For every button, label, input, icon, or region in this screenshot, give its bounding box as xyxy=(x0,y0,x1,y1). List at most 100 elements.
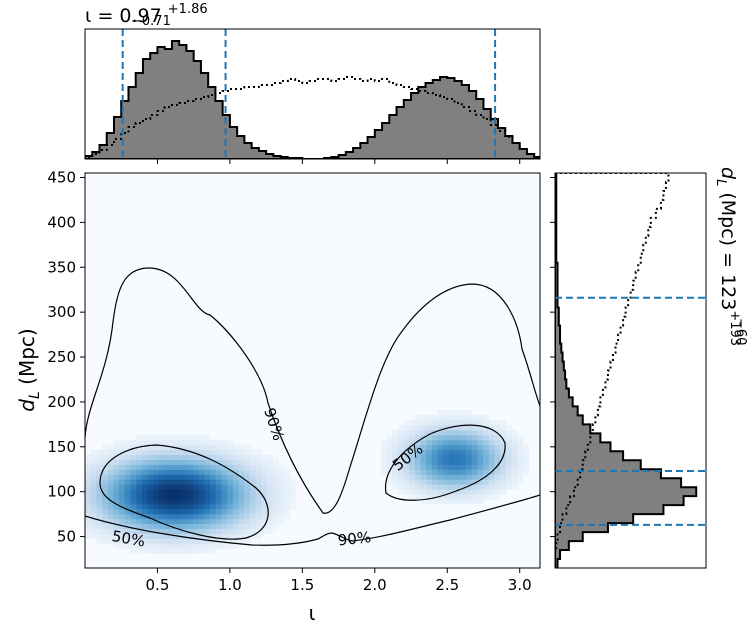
heatmap-cell xyxy=(505,454,513,460)
y-tick-label: 200 xyxy=(47,393,76,411)
heatmap-cell xyxy=(466,410,473,416)
heatmap-cell xyxy=(136,459,143,465)
heatmap-cell xyxy=(158,469,166,475)
heatmap-cell xyxy=(449,424,456,431)
heatmap-cell xyxy=(437,498,444,505)
heatmap-cell xyxy=(460,464,467,470)
joint-axes-ticks: 0.5 1.0 1.5 2.0 2.5 3.0 50 100 150 200 250 300 350 40… xyxy=(47,168,531,594)
heatmap-cell xyxy=(153,543,160,549)
heatmap-cell xyxy=(454,444,461,451)
heatmap-cell xyxy=(437,484,444,490)
heatmap-cell xyxy=(414,493,422,500)
heatmap-cell xyxy=(386,449,393,456)
heatmap-cell xyxy=(255,498,262,505)
heatmap-cell xyxy=(431,454,439,460)
heatmap-cell xyxy=(141,538,149,544)
heatmap-cell xyxy=(164,459,171,465)
heatmap-cell xyxy=(130,449,137,456)
heatmap-cell xyxy=(141,479,149,485)
heatmap-cell xyxy=(477,424,484,431)
heatmap-cell xyxy=(249,479,257,485)
heatmap-cell xyxy=(267,469,274,475)
heatmap-cell xyxy=(443,479,450,485)
heatmap-cell xyxy=(449,459,456,465)
heatmap-cell xyxy=(511,449,518,456)
heatmap-cell xyxy=(244,493,251,500)
heatmap-cell xyxy=(198,528,206,535)
heatmap-cell xyxy=(204,449,211,456)
top-panel-ticks xyxy=(156,159,521,164)
heatmap-cell xyxy=(170,459,177,465)
heatmap-cell xyxy=(272,459,279,465)
heatmap-cell xyxy=(449,498,456,505)
heatmap-cell xyxy=(249,489,257,495)
heatmap-cell xyxy=(158,434,166,441)
heatmap-cell xyxy=(500,489,507,495)
heatmap-cell xyxy=(397,459,405,465)
heatmap-cell xyxy=(511,464,518,470)
heatmap-cell xyxy=(471,439,479,446)
heatmap-cell xyxy=(522,464,530,470)
heatmap-cell xyxy=(460,414,467,421)
heatmap-cell xyxy=(221,479,228,485)
heatmap-cell xyxy=(221,498,228,505)
heatmap-cell xyxy=(403,484,410,490)
heatmap-cell xyxy=(431,493,439,500)
heatmap-cell xyxy=(443,414,450,421)
heatmap-cell xyxy=(187,508,194,515)
heatmap-cell xyxy=(170,538,177,544)
y-tick-label: 50 xyxy=(57,528,76,546)
heatmap-cell xyxy=(244,498,251,505)
heatmap-cell xyxy=(158,449,166,456)
heatmap-cell xyxy=(488,493,496,500)
heatmap-cell xyxy=(409,439,416,446)
heatmap-cell xyxy=(124,449,132,456)
heatmap-cell xyxy=(96,459,103,465)
heatmap-cell xyxy=(215,479,223,485)
heatmap-cell xyxy=(420,424,427,431)
distance-posterior-hist xyxy=(555,173,698,568)
heatmap-cell xyxy=(397,469,405,475)
heatmap-cell xyxy=(466,434,473,441)
heatmap-cell xyxy=(221,513,228,520)
heatmap-cell xyxy=(244,449,251,456)
heatmap-cell xyxy=(193,513,200,520)
heatmap-cell xyxy=(136,498,143,505)
heatmap-cell xyxy=(397,479,405,485)
heatmap-cell xyxy=(460,479,467,485)
heatmap-cell xyxy=(483,429,490,436)
heatmap-cell xyxy=(176,454,183,460)
heatmap-cell xyxy=(227,484,234,490)
heatmap-cell xyxy=(284,498,291,505)
heatmap-cell xyxy=(181,543,188,549)
heatmap-cell xyxy=(147,523,154,530)
heatmap-cell xyxy=(238,513,245,520)
heatmap-cell xyxy=(204,469,211,475)
heatmap-cell xyxy=(90,449,97,456)
heatmap-cell xyxy=(255,454,262,460)
heatmap-cell xyxy=(176,459,183,465)
heatmap-cell xyxy=(403,474,410,480)
heatmap-cell xyxy=(170,479,177,485)
heatmap-cell xyxy=(409,444,416,451)
heatmap-cell xyxy=(255,518,262,525)
heatmap-cell xyxy=(238,449,245,456)
y-axis-label: dL (Mpc) xyxy=(15,328,43,411)
heatmap-cell xyxy=(397,449,405,456)
heatmap-cell xyxy=(380,464,388,470)
heatmap-cell xyxy=(238,493,245,500)
heatmap-cell xyxy=(198,523,206,530)
heatmap-cell xyxy=(403,419,410,426)
heatmap-cell xyxy=(90,493,97,500)
heatmap-cell xyxy=(102,513,109,520)
heatmap-cell xyxy=(210,439,217,446)
heatmap-cell xyxy=(164,479,171,485)
heatmap-cell xyxy=(221,484,228,490)
heatmap-cell xyxy=(176,464,183,470)
heatmap-cell xyxy=(147,548,154,554)
heatmap-cell xyxy=(181,484,188,490)
heatmap-cell xyxy=(90,528,97,535)
heatmap-cell xyxy=(141,484,149,490)
heatmap-cell xyxy=(443,459,450,465)
heatmap-cell xyxy=(204,503,211,510)
